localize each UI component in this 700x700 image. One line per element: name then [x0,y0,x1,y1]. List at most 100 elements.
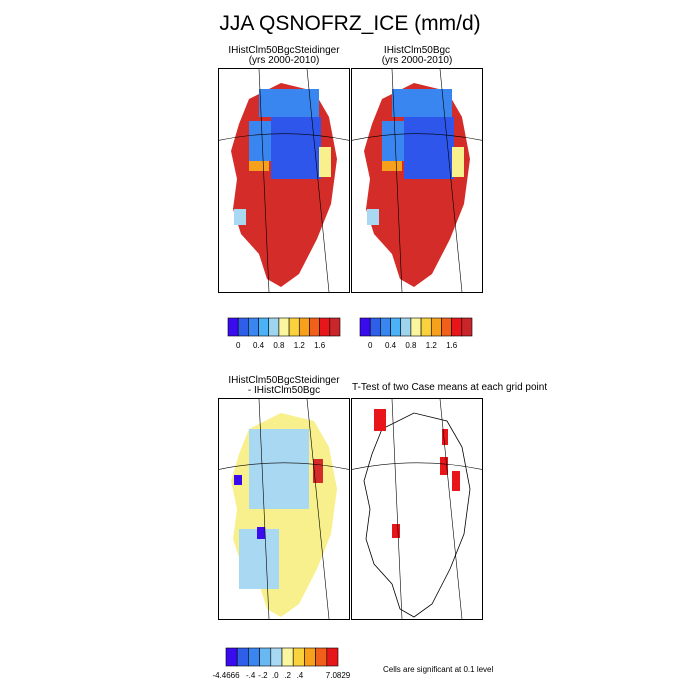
colorbar-tick-label: -4.4666 [212,671,240,680]
colorbar-difference: -4.4666 -.4 -.2 .0 .2 .4 7.0829 [212,647,351,682]
colorbar-tick-label: 0.8 [273,341,285,350]
colorbar-svg: 0 0.4 0.8 1.2 1.6 [227,317,341,350]
colorbar-tick-label: 0 [236,341,241,350]
colorbar-tick-label: 0.8 [405,341,417,350]
colorbar-box [319,317,331,337]
colorbar-box [227,317,239,337]
colorbar-box [380,317,391,337]
panel-title-text: IHistClm50BgcSteidinger [228,45,340,56]
colorbar-box [309,317,320,337]
panel-title-text: IHistClm50BgcSteidinger [228,375,340,386]
field-cell-block [404,117,454,179]
figure-title: JJA QSNOFRZ_ICE (mm/d) [219,12,481,35]
map-bgc [352,69,482,292]
significant-cell [440,457,448,475]
latitude-line [219,133,349,141]
map-steidinger [219,69,349,292]
longitude-line [306,399,330,619]
field-cell-block [452,147,464,177]
colorbar-box [326,647,339,667]
colorbar-tick-label: -.2 [258,671,268,680]
field-cell-block [367,209,379,225]
panel-subtitle-text: (yrs 2000-2010) [381,55,453,66]
colorbar-box [400,317,412,337]
colorbar-box [315,647,328,667]
colorbar-box [278,317,290,337]
map-panel-ttest [351,398,483,620]
field-cell-block [313,459,323,483]
panel-title-text: T-Test of two Case means at each grid po… [352,382,548,393]
colorbar-tick-label: -.4 [246,671,256,680]
map-difference [219,399,349,619]
colorbar-box [258,317,270,337]
colorbar-box [292,647,305,667]
colorbar-box [281,647,294,667]
panel-title-bgc: IHistClm50Bgc (yrs 2000-2010) [352,46,482,66]
significant-cell [392,524,400,538]
panel-title-difference: IHistClm50BgcSteidinger - IHistClm50Bgc [214,376,354,396]
panel-title-ttest: T-Test of two Case means at each grid po… [352,382,548,393]
colorbar-tick-label: 1.6 [446,341,458,350]
colorbar-tick-label: 1.2 [294,341,306,350]
colorbar-box [268,317,280,337]
longitude-line [391,69,403,292]
colorbar-tick-label: 1.2 [426,341,438,350]
colorbar-tick-label: .0 [272,671,279,680]
colorbar-box [420,317,432,337]
colorbar-tick-label: 0.4 [253,341,265,350]
colorbar-box [369,317,381,337]
panel-subtitle-text: (yrs 2000-2010) [248,55,320,66]
colorbar-tick-label: 0.4 [385,341,397,350]
longitude-line [258,399,270,619]
map-panel-bgc [351,68,483,293]
colorbar-box [304,647,316,667]
field-cell-block [234,209,246,225]
field-cell-block [392,89,452,117]
significant-cell [452,471,460,491]
colorbar-box [451,317,463,337]
colorbar-svg: 0 0.4 0.8 1.2 1.6 [359,317,473,350]
latitude-line [352,462,482,470]
significant-cell [374,409,386,431]
map-ttest [352,399,482,619]
colorbar-tick-label: .2 [284,671,291,680]
field-cell-block [257,527,265,539]
latitude-line [352,133,482,141]
panel-title-steidinger: IHistClm50BgcSteidinger (yrs 2000-2010) [214,46,354,66]
panel-title-text: IHistClm50Bgc [383,45,451,56]
colorbar-svg: -4.4666 -.4 -.2 .0 .2 .4 7.0829 [212,647,351,680]
colorbar-box [329,317,341,337]
panel-subtitle-text: - IHistClm50Bgc [247,385,321,396]
latitude-line [219,462,349,470]
colorbar-bgc: 0 0.4 0.8 1.2 1.6 [359,317,473,352]
longitude-line [439,399,463,619]
field-cell-block [249,121,271,161]
colorbar-box [248,647,260,667]
colorbar-box [270,647,283,667]
longitude-line [439,69,463,292]
colorbar-box [298,317,310,337]
colorbar-tick-label: 0 [368,341,373,350]
colorbar-box [390,317,402,337]
longitude-line [306,69,330,292]
map-panel-steidinger [218,68,350,293]
colorbar-box [430,317,442,337]
field-cell-block [319,147,331,177]
colorbar-box [259,647,272,667]
colorbar-box [359,317,371,337]
colorbar-box [410,317,422,337]
field-cell-block [271,117,321,179]
colorbar-steidinger: 0 0.4 0.8 1.2 1.6 [227,317,341,352]
field-cell-block [249,429,309,509]
colorbar-box [288,317,300,337]
significant-cell [442,429,448,445]
significance-note: Cells are significant at 0.1 level [383,665,494,674]
field-cell-block [382,121,404,161]
field-cell-block [259,89,319,117]
colorbar-box [236,647,249,667]
colorbar-box [237,317,249,337]
field-cell-block [382,161,402,171]
map-panel-difference [218,398,350,620]
colorbar-tick-label: 1.6 [314,341,326,350]
greenland-outline [363,412,471,618]
